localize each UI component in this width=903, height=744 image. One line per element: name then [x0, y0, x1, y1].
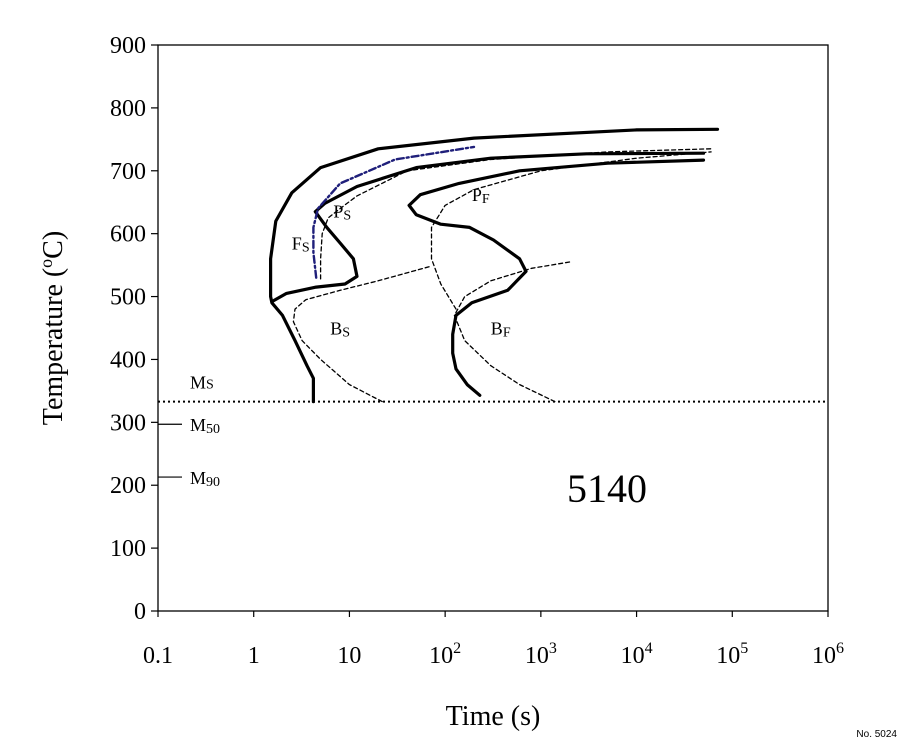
x-tick-label: 103 [525, 640, 557, 669]
x-axis: 0.1 1 10 102 103 104 105 106 [143, 611, 844, 669]
y-axis-title: Temperature (oC) [36, 231, 69, 425]
dashed-curve [319, 148, 712, 280]
y-axis: 0 100 200 300 400 500 600 700 800 900 [110, 33, 158, 625]
y-tick-label: 0 [134, 599, 146, 625]
y-tick-label: 900 [110, 33, 146, 59]
y-tick-label: 200 [110, 473, 146, 499]
x-tick-label: 105 [716, 640, 748, 669]
dashed-curve [292, 265, 431, 403]
x-tick-label: 104 [621, 640, 653, 669]
y-tick-label: 700 [110, 159, 146, 185]
curve-label-ps: PS [333, 201, 351, 223]
m50-label: M50 [190, 415, 220, 437]
plot-area [157, 44, 829, 612]
y-tick-label: 800 [110, 96, 146, 122]
steel-grade-label: 5140 [567, 466, 647, 511]
solid-curve [269, 127, 720, 404]
x-tick-label: 106 [812, 640, 844, 669]
dashdot-curve [312, 145, 476, 279]
y-tick-label: 500 [110, 285, 146, 311]
martensite-lines: MS M50 M90 [158, 373, 828, 490]
figure-number: No. 5024 [856, 729, 897, 740]
curve-label-pf: PF [472, 185, 490, 207]
y-tick-label: 600 [110, 222, 146, 248]
x-tick-label: 102 [429, 640, 461, 669]
x-tick-label: 0.1 [143, 643, 173, 669]
curve-label-fs: FS [292, 233, 310, 255]
ms-label: MS [190, 373, 214, 393]
solid-curve [270, 151, 706, 304]
curve-labels: FS PS BS PF BF [292, 185, 511, 340]
y-tick-label: 300 [110, 410, 146, 436]
y-tick-label: 100 [110, 536, 146, 562]
transformation-curves [269, 127, 720, 404]
dashed-curve [430, 151, 712, 310]
x-axis-title: Time (s) [446, 701, 541, 732]
x-tick-label: 1 [248, 643, 260, 669]
m90-label: M90 [190, 468, 220, 490]
dashed-curve [453, 261, 571, 403]
curve-label-bf: BF [491, 318, 511, 340]
x-tick-label: 10 [337, 643, 361, 669]
solid-curve [407, 158, 706, 397]
curve-label-bs: BS [330, 318, 350, 340]
y-tick-label: 400 [110, 347, 146, 373]
